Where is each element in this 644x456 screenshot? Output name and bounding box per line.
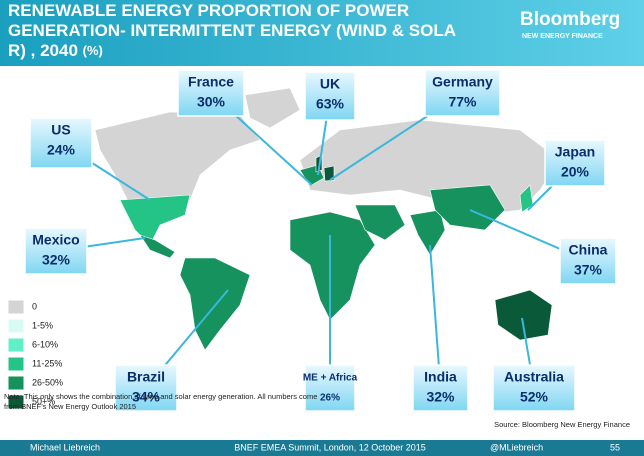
callout-label: Germany [432, 74, 493, 90]
legend-label: 0 [32, 301, 37, 311]
callout-label: India [424, 369, 457, 385]
callout-label: ME + Africa [303, 373, 358, 384]
callout-box [304, 71, 356, 121]
callout-value: 24% [47, 142, 76, 158]
header-band [0, 0, 644, 66]
callout-value: 30% [197, 94, 226, 110]
callout-box [412, 364, 469, 412]
callout-value: 77% [448, 94, 477, 110]
note: Note: This only shows the combination of… [4, 392, 317, 411]
callout-box [24, 227, 88, 275]
legend-label: 6-10% [32, 339, 58, 349]
footer-event: BNEF EMEA Summit, London, 12 October 201… [234, 442, 426, 452]
footer-band [0, 440, 644, 456]
callout-label: UK [320, 76, 340, 92]
callout-box [424, 69, 501, 117]
callout-label: France [188, 74, 234, 90]
callout-box [544, 139, 606, 187]
callout-label: US [51, 122, 70, 138]
note-line: Note: This only shows the combination of… [4, 392, 317, 401]
callout-value: 63% [316, 96, 345, 112]
legend-label: 50+% [32, 396, 55, 406]
source: Source: Bloomberg New Energy Finance [494, 420, 630, 429]
note-line: from BNEF’s New Energy Outlook 2015 [4, 402, 136, 411]
legend-label: 26-50% [32, 377, 63, 387]
title-unit: (%) [83, 43, 103, 58]
title-line: RENEWABLE ENERGY PROPORTION OF POWER [8, 1, 409, 20]
callout-value: 32% [426, 389, 455, 405]
legend-swatch [7, 375, 25, 391]
callout-value: 52% [520, 389, 549, 405]
logo-sub: NEW ENERGY FINANCE [522, 33, 603, 40]
footer-handle: @MLiebreich [490, 442, 543, 452]
legend-swatch [7, 337, 25, 353]
footer-author: Michael Liebreich [30, 442, 100, 452]
callout-value: 32% [42, 252, 71, 268]
legend-swatch [7, 299, 25, 315]
legend-swatch [7, 394, 25, 410]
logo: Bloomberg [520, 9, 620, 30]
callout-box [559, 237, 617, 285]
callout-value: 26% [320, 393, 340, 404]
callout-label: Mexico [32, 232, 79, 248]
callout-value: 34% [132, 389, 161, 405]
connector [429, 244, 442, 389]
legend-label: 1-5% [32, 320, 53, 330]
callout-label: Brazil [127, 369, 165, 385]
title-line: GENERATION- INTERMITTENT ENERGY (WIND & … [8, 21, 456, 40]
callout-box [177, 69, 245, 117]
callout-value: 37% [574, 262, 603, 278]
callout-box [114, 364, 178, 412]
legend-label: 11-25% [32, 358, 62, 368]
callout-value: 20% [561, 164, 590, 180]
callout-label: China [569, 242, 608, 258]
callout-box [492, 364, 576, 412]
title: RENEWABLE ENERGY PROPORTION OF POWER GENE… [8, 1, 456, 60]
legend-swatch [7, 356, 25, 372]
callout-box [29, 117, 93, 169]
legend-swatch [7, 318, 25, 334]
callout-box [304, 364, 356, 412]
callout-label: Australia [504, 369, 564, 385]
footer-page: 55 [610, 442, 620, 452]
callout-label: Japan [555, 144, 595, 160]
title-line: R) , 2040 [8, 41, 83, 60]
